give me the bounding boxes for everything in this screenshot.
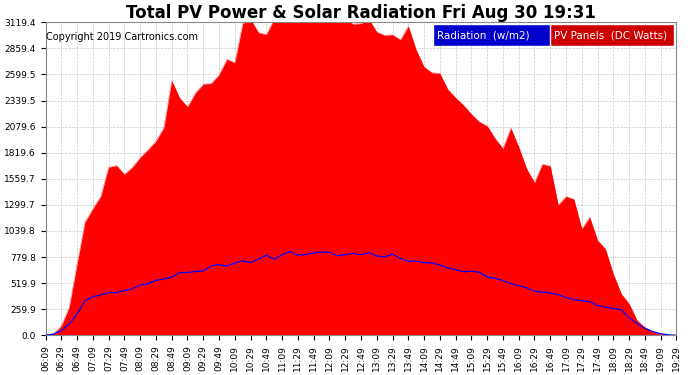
Text: PV Panels  (DC Watts): PV Panels (DC Watts) — [554, 31, 667, 40]
Title: Total PV Power & Solar Radiation Fri Aug 30 19:31: Total PV Power & Solar Radiation Fri Aug… — [126, 4, 596, 22]
FancyBboxPatch shape — [433, 26, 550, 46]
FancyBboxPatch shape — [551, 26, 674, 46]
Text: Radiation  (w/m2): Radiation (w/m2) — [437, 31, 529, 40]
Text: Copyright 2019 Cartronics.com: Copyright 2019 Cartronics.com — [46, 32, 198, 42]
